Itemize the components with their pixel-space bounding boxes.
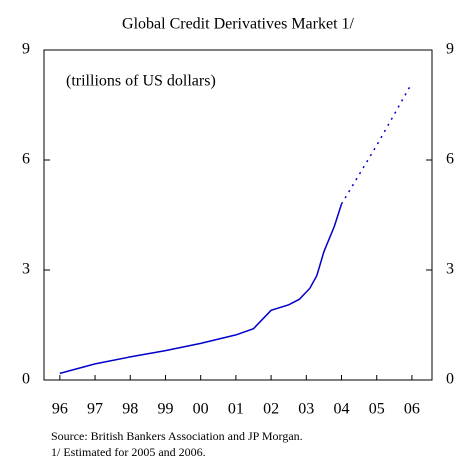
line-series bbox=[340, 82, 413, 205]
annotation: (trillions of US dollars) bbox=[66, 73, 216, 90]
x-tick-label: 04 bbox=[334, 401, 350, 418]
y-tick-label: 0 bbox=[22, 371, 30, 388]
x-tick-label: 02 bbox=[263, 401, 279, 418]
x-tick-label: 98 bbox=[122, 401, 138, 418]
x-tick-label: 96 bbox=[52, 401, 68, 418]
y-tick-label: 6 bbox=[22, 151, 30, 168]
x-tick-label: 01 bbox=[228, 401, 244, 418]
y2-tick-label: 0 bbox=[446, 371, 454, 388]
line-series bbox=[59, 203, 343, 375]
x-tick-label: 97 bbox=[87, 401, 103, 418]
x-tick-label: 03 bbox=[298, 401, 314, 418]
y-tick-label: 9 bbox=[22, 41, 30, 58]
x-tick-label: 05 bbox=[369, 401, 385, 418]
x-tick-label: 00 bbox=[193, 401, 209, 418]
x-tick-label: 06 bbox=[404, 401, 420, 418]
source: Source: British Bankers Association and … bbox=[51, 429, 303, 443]
y2-tick-label: 9 bbox=[446, 41, 454, 58]
y-tick-label: 3 bbox=[22, 261, 30, 278]
x-tick-label: 99 bbox=[157, 401, 173, 418]
chart-title: Global Credit Derivatives Market 1/ bbox=[122, 16, 354, 33]
plot-frame bbox=[43, 49, 433, 381]
footnote: 1/ Estimated for 2005 and 2006. bbox=[51, 445, 206, 459]
y2-tick-label: 3 bbox=[446, 261, 454, 278]
y2-tick-label: 6 bbox=[446, 151, 454, 168]
